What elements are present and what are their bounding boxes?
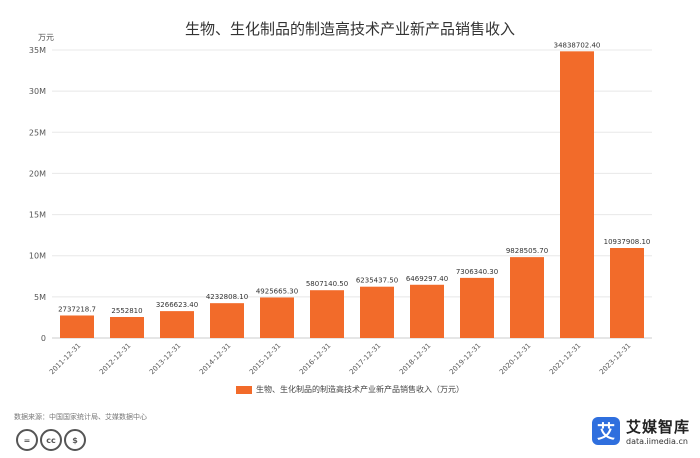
bar-value-label: 4925665.30 bbox=[256, 287, 298, 295]
brand-logo: 艾 艾媒智库 data.iimedia.cn bbox=[591, 416, 690, 446]
bar-value-label: 2737218.7 bbox=[58, 305, 96, 313]
bar-value-label: 4232808.10 bbox=[206, 293, 248, 301]
x-tick-label: 2016-12-31 bbox=[298, 342, 332, 376]
bar-value-label: 6469297.40 bbox=[406, 275, 448, 283]
bar-value-label: 10937908.10 bbox=[604, 238, 651, 246]
y-tick-label: 0 bbox=[41, 334, 46, 343]
bar-value-label: 7306340.30 bbox=[456, 268, 498, 276]
license-icons: = cc $ bbox=[16, 429, 86, 451]
x-tick-label: 2021-12-31 bbox=[548, 342, 582, 376]
brand-mark-icon: 艾 bbox=[591, 417, 620, 445]
bar-value-label: 6235437.50 bbox=[356, 277, 398, 285]
bar-value-label: 3266623.40 bbox=[156, 301, 198, 309]
bar bbox=[110, 316, 144, 338]
chart-title: 生物、生化制品的制造高技术产业新产品销售收入 bbox=[184, 20, 515, 38]
y-tick-label: 25M bbox=[29, 128, 46, 137]
x-tick-label: 2017-12-31 bbox=[348, 342, 382, 376]
x-tick-label: 2014-12-31 bbox=[198, 342, 232, 376]
bar bbox=[60, 315, 94, 338]
x-tick-label: 2019-12-31 bbox=[448, 342, 482, 376]
x-tick-label: 2011-12-31 bbox=[48, 342, 82, 376]
legend-swatch bbox=[236, 385, 252, 394]
y-tick-label: 35M bbox=[29, 46, 46, 55]
y-tick-label: 20M bbox=[29, 169, 46, 178]
bar bbox=[360, 286, 394, 338]
source-note: 数据来源：中国国家统计局、艾媒数据中心 bbox=[14, 413, 147, 421]
bar bbox=[260, 297, 294, 338]
x-tick-label: 2015-12-31 bbox=[248, 342, 282, 376]
x-tick-label: 2020-12-31 bbox=[498, 342, 532, 376]
x-tick-label: 2023-12-31 bbox=[598, 342, 632, 376]
license-nc-icon: $ bbox=[64, 429, 86, 451]
bar-value-label: 5807140.50 bbox=[306, 280, 348, 288]
bar bbox=[610, 247, 644, 338]
bar bbox=[410, 284, 444, 338]
bar bbox=[460, 277, 494, 338]
y-tick-label: 5M bbox=[34, 293, 46, 302]
brand-url: data.iimedia.cn bbox=[625, 437, 688, 446]
y-tick-label: 30M bbox=[29, 87, 46, 96]
x-tick-label: 2012-12-31 bbox=[98, 342, 132, 376]
license-nd-icon: = bbox=[16, 429, 38, 451]
brand-name: 艾媒智库 bbox=[625, 418, 690, 436]
bar-value-label: 9828505.70 bbox=[506, 247, 548, 255]
y-axis-unit-label: 万元 bbox=[38, 33, 54, 42]
bar bbox=[560, 51, 594, 339]
bar bbox=[510, 257, 544, 338]
legend: 生物、生化制品的制造高技术产业新产品销售收入（万元） bbox=[0, 384, 700, 395]
bar-value-label: 2552810 bbox=[111, 307, 142, 315]
bar-value-label: 34838702.40 bbox=[554, 41, 601, 49]
legend-label: 生物、生化制品的制造高技术产业新产品销售收入（万元） bbox=[256, 385, 464, 394]
bar bbox=[160, 311, 194, 338]
y-tick-label: 10M bbox=[29, 252, 46, 261]
x-tick-label: 2018-12-31 bbox=[398, 342, 432, 376]
bar bbox=[310, 290, 344, 338]
bar bbox=[210, 303, 244, 338]
license-cc-icon: cc bbox=[40, 429, 62, 451]
y-tick-label: 15M bbox=[29, 211, 46, 220]
x-tick-label: 2013-12-31 bbox=[148, 342, 182, 376]
